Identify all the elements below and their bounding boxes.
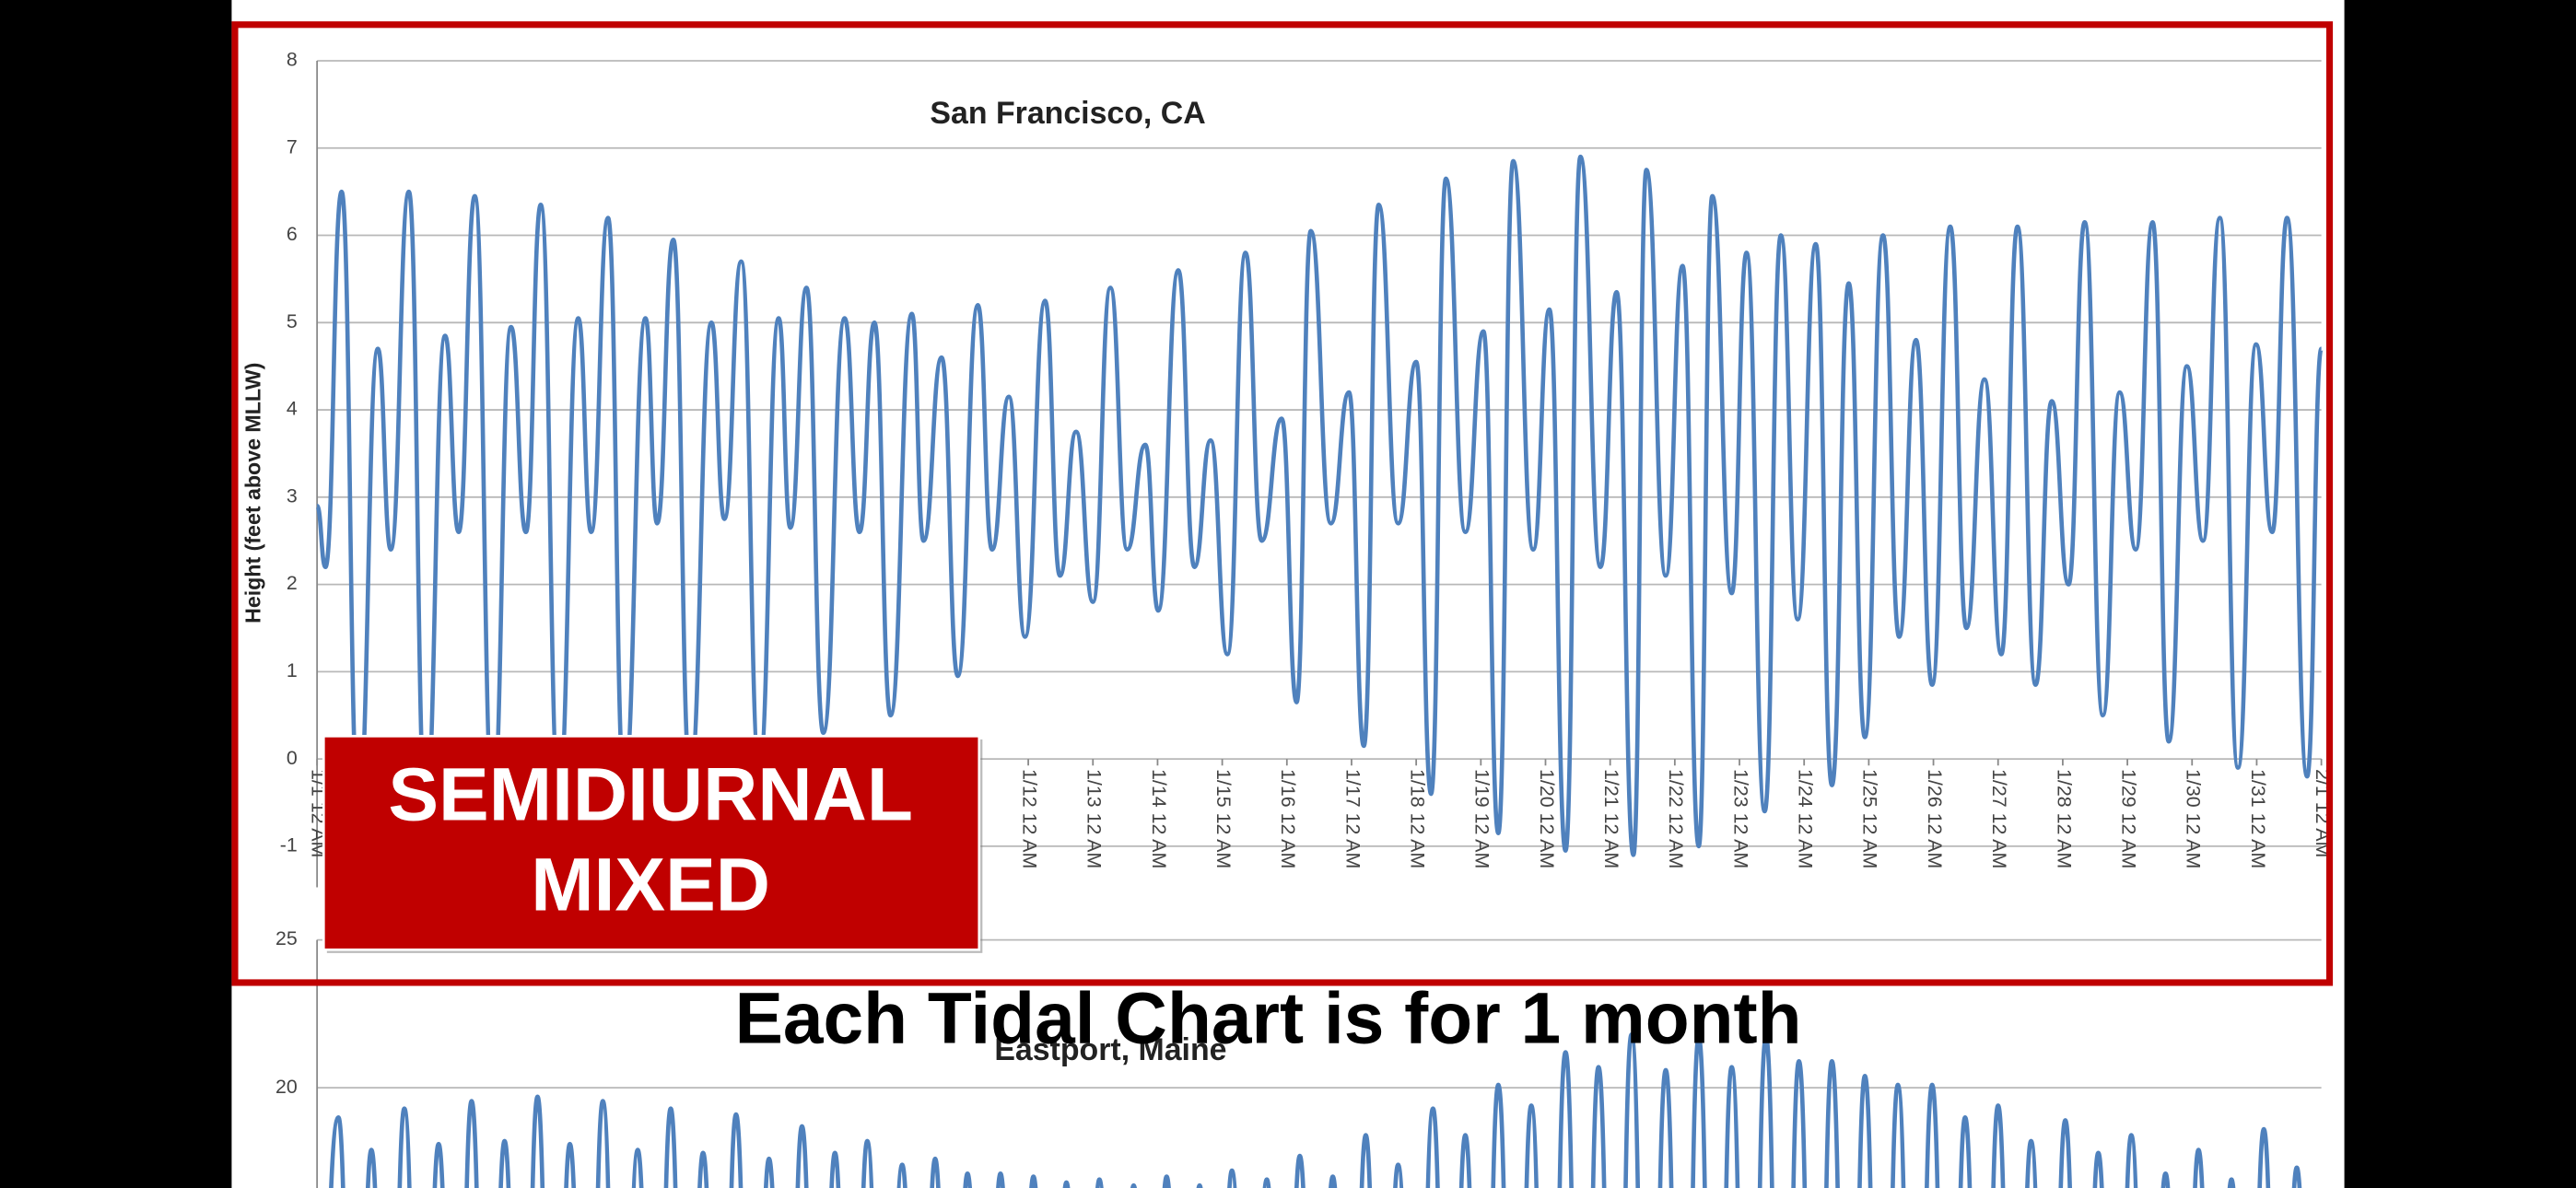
x-tick-label: 1/21 12 AM	[1600, 769, 1622, 868]
x-tick-label: 1/27 12 AM	[1988, 769, 2010, 868]
x-tick-label: 1/20 12 AM	[1536, 769, 1558, 868]
y-tick-label: 6	[287, 223, 298, 245]
y-tick-label: 4	[287, 398, 298, 420]
y-tick-label: 7	[287, 135, 298, 157]
x-tick-label: 1/19 12 AM	[1471, 769, 1493, 868]
chart-title: Eastport, Maine	[994, 1032, 1226, 1067]
y-tick-label: 0	[287, 747, 298, 769]
x-tick-label: 1/25 12 AM	[1859, 769, 1881, 868]
x-tick-label: 1/13 12 AM	[1083, 769, 1106, 868]
highlight-frame	[231, 21, 2334, 986]
x-tick-label: 1/31 12 AM	[2247, 769, 2269, 868]
chart-title: San Francisco, CA	[930, 96, 1205, 131]
label-line: MIXED	[531, 844, 770, 927]
x-tick-label: 1/14 12 AM	[1148, 769, 1170, 868]
x-tick-label: 1/26 12 AM	[1924, 769, 1946, 868]
x-tick-label: 1/17 12 AM	[1341, 769, 1364, 868]
x-tick-label: 1/30 12 AM	[2183, 769, 2205, 868]
y-tick-label: 20	[275, 1076, 298, 1098]
x-tick-label: 1/24 12 AM	[1795, 769, 1817, 868]
x-tick-label: 1/22 12 AM	[1665, 769, 1687, 868]
y-tick-label: 3	[287, 484, 298, 507]
x-tick-label: 1/23 12 AM	[1729, 769, 1751, 868]
x-tick-label: 1/15 12 AM	[1212, 769, 1235, 868]
x-tick-label: 1/16 12 AM	[1277, 769, 1299, 868]
y-tick-label: 1	[287, 659, 298, 681]
y-tick-label: 5	[287, 310, 298, 332]
y-axis-label: Height (feet above MLLW)	[241, 363, 265, 623]
y-tick-label: 25	[275, 927, 298, 949]
y-tick-label: 2	[287, 572, 298, 594]
label-box	[322, 734, 981, 951]
y-tick-label: -1	[280, 834, 298, 856]
y-tick-label: 8	[287, 49, 298, 71]
x-tick-label: 1/29 12 AM	[2117, 769, 2139, 868]
x-tick-label: 1/12 12 AM	[1018, 769, 1040, 868]
tide-line	[314, 154, 2324, 857]
label-line: SEMIDIURNAL	[388, 753, 913, 837]
x-tick-label: 1/28 12 AM	[2053, 769, 2075, 868]
x-tick-label: 1/18 12 AM	[1406, 769, 1428, 868]
caption: Each Tidal Chart is for 1 month	[735, 977, 1802, 1058]
